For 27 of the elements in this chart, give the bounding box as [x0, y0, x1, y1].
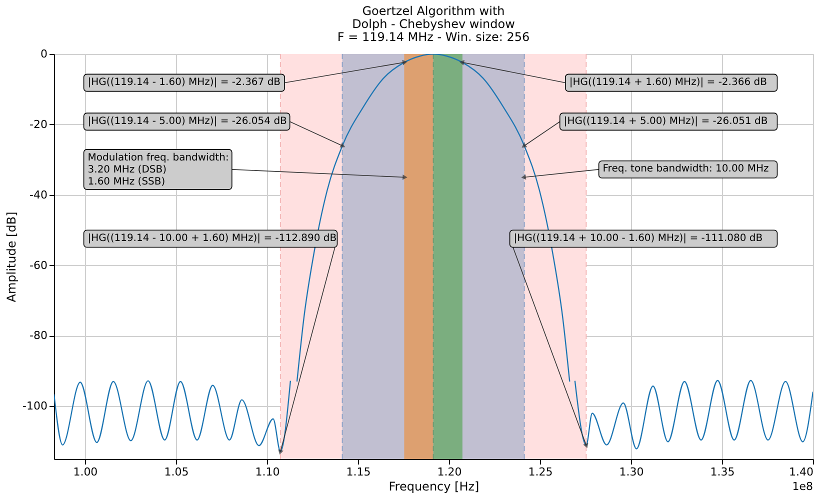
- annotation: |HG((119.14 - 5.00) MHz)| = -26.054 dB: [88, 116, 288, 127]
- annotation: |HG((119.14 + 5.00) MHz)| = -26.051 dB: [564, 116, 768, 127]
- x-tick-label: 1.05: [164, 466, 189, 478]
- y-tick-label: -40: [30, 188, 48, 202]
- y-tick-label: -80: [30, 329, 48, 342]
- annotation: Freq. tone bandwidth: 10.00 MHz: [602, 164, 769, 175]
- x-tick-label: 1.30: [619, 466, 644, 478]
- x-tick-label: 1.25: [528, 466, 553, 478]
- text: 1e8: [792, 480, 813, 493]
- x-tick-label: 1.15: [346, 466, 371, 478]
- x-tick-label: 1.10: [255, 466, 280, 478]
- y-tick-label: 0: [40, 48, 48, 60]
- x-tick-label: 1.20: [437, 466, 462, 478]
- x-axis-title: Frequency [Hz]: [388, 480, 480, 494]
- y-axis-title: Amplitude [dB]: [4, 212, 19, 302]
- y-tick-label: -60: [30, 258, 48, 272]
- chart-title: Goertzel Algorithm with Dolph - Chebyshev window F = 119.14 MHz - Win. size: 256: [337, 4, 530, 44]
- x-tick-label: 1.35: [710, 466, 735, 478]
- annotation: Modulation freq. bandwidth: 3.20 MHz (DSB) 1.60 MHz (SSB): [88, 152, 229, 188]
- x-tick-label: 1.40: [789, 466, 814, 478]
- y-tick-label: -20: [30, 118, 48, 131]
- annotation: |HG((119.14 - 1.60) MHz)| = -2.367 dB: [88, 77, 281, 88]
- x-tick-label: 1.00: [73, 466, 98, 478]
- y-tick-label: -100: [22, 400, 48, 413]
- annotation: |HG((119.14 - 10.00 + 1.60) MHz)| = -112.890 dB: [88, 232, 337, 244]
- annotation: |HG((119.14 + 1.60) MHz)| = -2.366 dB: [569, 77, 768, 88]
- annotation: |HG((119.14 + 10.00 - 1.60) MHz)| = -111.080 dB: [514, 232, 763, 244]
